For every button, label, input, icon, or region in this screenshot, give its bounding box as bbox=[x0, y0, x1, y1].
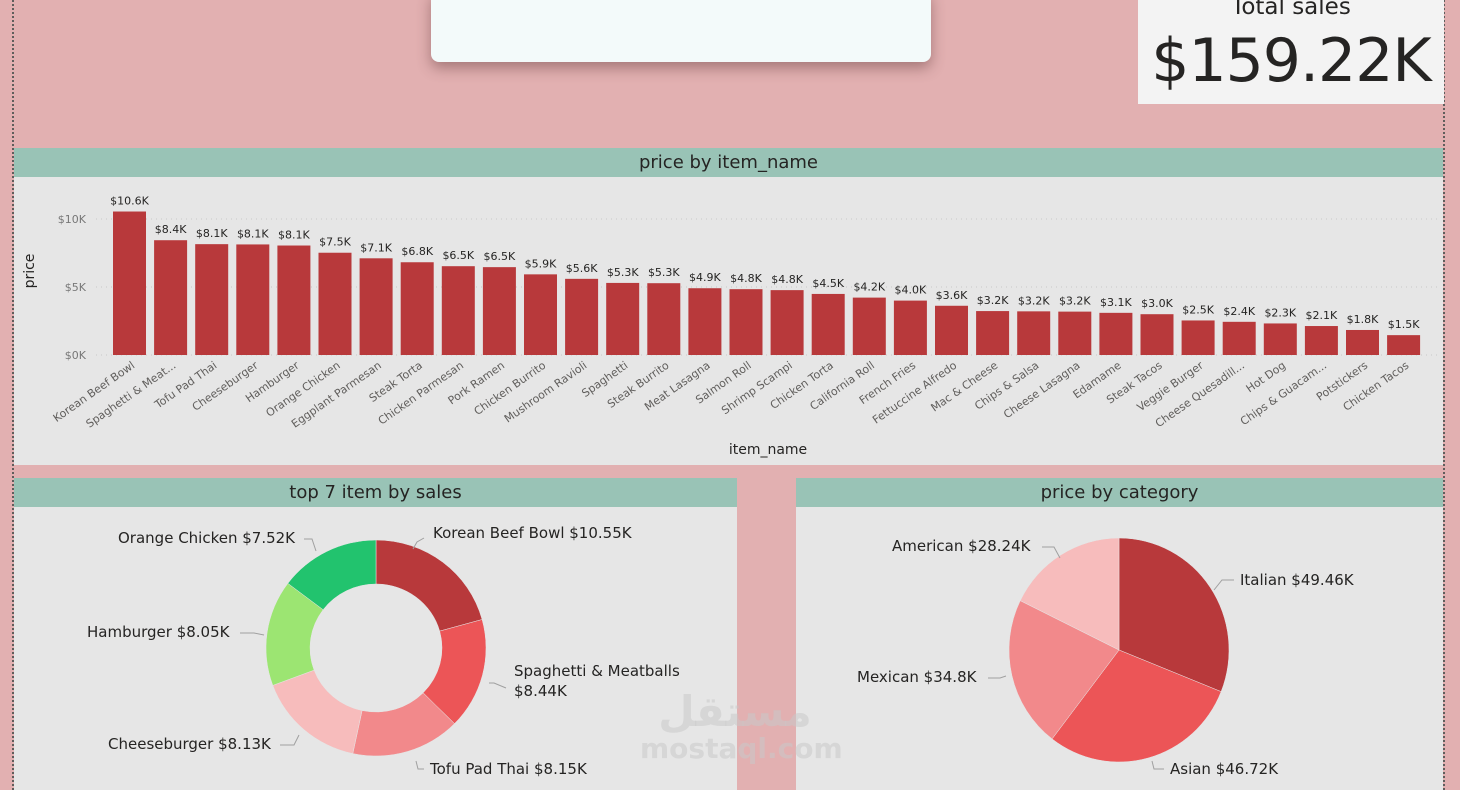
bar-data-label: $10.6K bbox=[110, 195, 149, 208]
y-tick-label: $5K bbox=[65, 281, 87, 294]
donut-data-label: Korean Beef Bowl $10.55K bbox=[412, 524, 633, 550]
bar-data-label: $1.8K bbox=[1347, 313, 1379, 326]
x-tick-label: Shrimp Scampi bbox=[719, 359, 795, 417]
pie-chart-title: price by category bbox=[796, 478, 1443, 507]
y-tick-label: $10K bbox=[58, 213, 87, 226]
pie-slice[interactable] bbox=[1051, 649, 1222, 763]
bar-data-label: $8.1K bbox=[196, 227, 228, 240]
kpi-value: $159.22K bbox=[1151, 26, 1431, 96]
svg-text:Korean Beef Bowl $10.55K: Korean Beef Bowl $10.55K bbox=[433, 524, 633, 542]
pie-data-label: Mexican $34.8K bbox=[857, 668, 1007, 686]
bar-data-label: $8.1K bbox=[278, 229, 310, 242]
svg-text:Mexican $34.8K: Mexican $34.8K bbox=[857, 668, 978, 686]
donut-data-label: Cheeseburger $8.13K bbox=[108, 734, 300, 753]
bar-data-label: $4.2K bbox=[853, 281, 885, 294]
bar-data-label: $3.2K bbox=[1059, 295, 1091, 308]
kpi-title: Total sales bbox=[1231, 0, 1351, 20]
bar-data-label: $5.3K bbox=[607, 266, 639, 279]
bar-data-label: $6.8K bbox=[401, 245, 433, 258]
bar-data-label: $2.3K bbox=[1264, 306, 1296, 319]
bar-data-label: $3.0K bbox=[1141, 297, 1173, 310]
bar-data-label: $5.6K bbox=[566, 262, 598, 275]
donut-slice[interactable] bbox=[375, 539, 483, 632]
bar-data-label: $3.1K bbox=[1100, 296, 1132, 309]
donut-data-label: Hamburger $8.05K bbox=[87, 623, 265, 641]
svg-text:American $28.24K: American $28.24K bbox=[892, 537, 1032, 555]
bar-data-label: $3.6K bbox=[936, 289, 968, 302]
pie-data-label: Asian $46.72K bbox=[1151, 760, 1279, 778]
donut-chart-panel: top 7 item by sales Korean Beef Bowl $10… bbox=[14, 478, 737, 790]
bar-data-label: $2.1K bbox=[1306, 309, 1338, 322]
pie-slice[interactable] bbox=[1019, 537, 1120, 651]
bar-data-label: $4.8K bbox=[771, 273, 803, 286]
donut-data-label: Orange Chicken $7.52K bbox=[118, 529, 317, 552]
pie-chart[interactable]: Italian $49.46K Asian $46.72K Mexican $34.… bbox=[796, 507, 1443, 790]
svg-text:Tofu Pad Thai $8.15K: Tofu Pad Thai $8.15K bbox=[429, 760, 588, 778]
bar-chart-body: $0K $5K $10K price $10.6K Korean Beef Bowl $8.… bbox=[14, 177, 1443, 465]
bar-data-label: $3.2K bbox=[977, 294, 1009, 307]
donut-slice[interactable] bbox=[287, 539, 377, 611]
bar-data-label: $6.5K bbox=[484, 250, 516, 263]
svg-text:Cheeseburger $8.13K: Cheeseburger $8.13K bbox=[108, 735, 272, 753]
bar-data-label: $8.1K bbox=[237, 227, 269, 240]
pie-data-label: American $28.24K bbox=[892, 537, 1061, 559]
x-axis-title: item_name bbox=[729, 442, 807, 458]
bar-data-label: $4.5K bbox=[812, 277, 844, 290]
bar-data-label: $5.9K bbox=[525, 257, 557, 270]
bar-data-label: $3.2K bbox=[1018, 294, 1050, 307]
svg-text:Orange Chicken $7.52K: Orange Chicken $7.52K bbox=[118, 529, 296, 547]
pie-chart-body: Italian $49.46K Asian $46.72K Mexican $34.… bbox=[796, 507, 1443, 790]
bar-chart-panel: price by item_name $0K $5K $10K price $10.6K… bbox=[14, 148, 1443, 465]
donut-chart-title: top 7 item by sales bbox=[14, 478, 737, 507]
bar-data-label: $6.5K bbox=[442, 249, 474, 262]
svg-text:Asian $46.72K: Asian $46.72K bbox=[1170, 760, 1279, 778]
bar-chart-title: price by item_name bbox=[14, 148, 1443, 177]
donut-data-label: Spaghetti & Meatballs $8.44K bbox=[489, 662, 680, 700]
bar-data-label: $1.5K bbox=[1388, 318, 1420, 331]
svg-text:Spaghetti & Meatballs: Spaghetti & Meatballs bbox=[514, 662, 680, 680]
bar-data-label: $5.3K bbox=[648, 266, 680, 279]
pie-slice[interactable] bbox=[1118, 537, 1230, 692]
donut-slice[interactable] bbox=[272, 669, 363, 754]
y-axis-title: price bbox=[22, 254, 38, 289]
pie-chart-panel: price by category Italian $49.46K Asian $… bbox=[796, 478, 1443, 790]
pie-data-label: Italian $49.46K bbox=[1213, 571, 1355, 591]
pie-slice[interactable] bbox=[1008, 600, 1120, 740]
svg-text:Italian $49.46K: Italian $49.46K bbox=[1240, 571, 1355, 589]
canvas-right-border bbox=[1443, 0, 1445, 790]
bar-data-label: $4.8K bbox=[730, 272, 762, 285]
svg-text:$8.44K: $8.44K bbox=[514, 682, 568, 700]
svg-text:Hamburger $8.05K: Hamburger $8.05K bbox=[87, 623, 231, 641]
bar-data-label: $7.5K bbox=[319, 236, 351, 249]
y-tick-label: $0K bbox=[65, 349, 87, 362]
canvas-left-border bbox=[12, 0, 14, 790]
bar-data-label: $8.4K bbox=[155, 223, 187, 236]
bar-data-label: $4.9K bbox=[689, 271, 721, 284]
donut-chart[interactable]: Korean Beef Bowl $10.55K Spaghetti & Meat… bbox=[14, 507, 737, 790]
slicer-card[interactable] bbox=[431, 0, 931, 62]
bar-data-label: $2.5K bbox=[1182, 303, 1214, 316]
bar-data-label: $7.1K bbox=[360, 241, 392, 254]
kpi-card-total-sales: Total sales $159.22K bbox=[1138, 0, 1444, 104]
bar-data-label: $4.0K bbox=[895, 284, 927, 297]
donut-data-label: Tofu Pad Thai $8.15K bbox=[415, 760, 588, 778]
bar-data-label: $2.4K bbox=[1223, 305, 1255, 318]
donut-chart-body: Korean Beef Bowl $10.55K Spaghetti & Meat… bbox=[14, 507, 737, 790]
